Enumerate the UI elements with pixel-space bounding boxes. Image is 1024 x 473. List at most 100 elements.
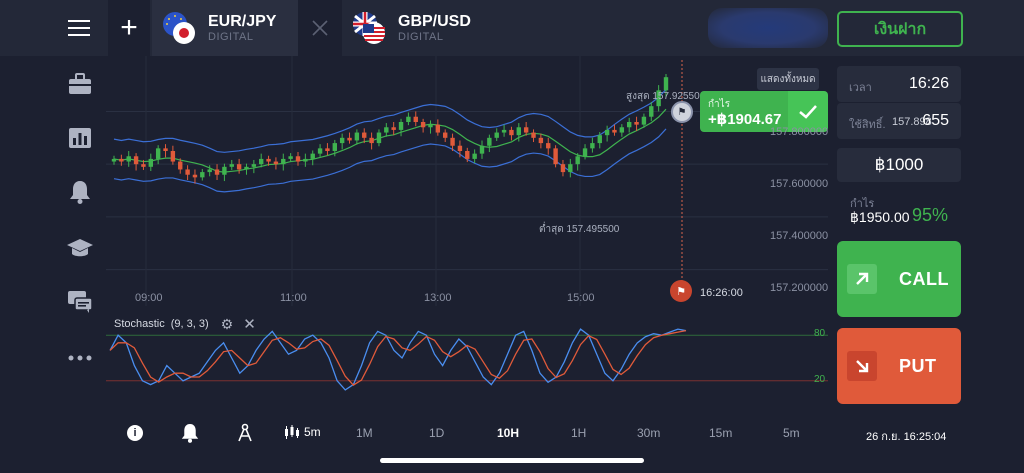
strike-label: ใช้สิทธิ์. [849,119,886,131]
put-button[interactable]: PUT [837,328,961,404]
candle-body [612,129,617,133]
plus-icon[interactable]: + [108,0,150,56]
expiry-time-card[interactable]: เวลา 16:26 [837,66,961,102]
arrow-up-right-icon [847,264,877,294]
candle-body [627,122,632,128]
put-label: PUT [899,355,937,376]
profit-value: ฿1950.00 [850,209,910,225]
datetime-label: 26 ก.ย. 16:25:04 [866,431,947,443]
candle-body [273,161,279,165]
candle-body [428,124,433,128]
gear-icon[interactable]: ⚙ [220,315,234,332]
candle-body [185,169,190,175]
candle-body [207,169,212,173]
tab-gbp-usd[interactable]: GBP/USD DIGITAL [342,0,490,56]
candle-body [163,148,168,151]
briefcase-icon[interactable] [66,70,94,98]
show-all-button[interactable]: แสดงทั้งหมด [757,68,819,90]
candle-body [303,158,308,162]
candle-body [479,145,485,154]
candle-body [516,127,521,136]
candle-body [362,132,367,138]
chat-icon[interactable] [66,288,94,316]
price-tick-label: 157.200000 [770,282,829,294]
candle-body [200,172,205,178]
profit-label: กำไร [850,198,875,210]
candle-body [509,129,514,136]
profit-tooltip[interactable]: กำไร +฿1904.67 [700,91,788,132]
time-tick-label: 15:00 [567,292,595,304]
band-lower [113,128,667,193]
tab-type-label: DIGITAL [398,31,444,43]
candle-body [317,148,323,154]
info-icon[interactable]: i [127,425,143,441]
period-10H[interactable]: 10H [497,426,520,440]
candle-type-selector[interactable]: 5m [284,424,321,440]
candle-body [266,158,271,162]
amount-input[interactable]: ฿1000 [837,148,961,182]
expiry-time-label: 16:26:00 [700,287,743,299]
drawing-tools-icon[interactable] [236,423,254,448]
candle-body [391,127,396,130]
period-30m[interactable]: 30m [637,426,661,440]
candle-body [457,145,463,151]
indicator-params: (9, 3, 3) [170,318,209,330]
alert-bell-icon[interactable] [181,423,199,448]
period-15m[interactable]: 15m [709,426,733,440]
candle-body [656,90,661,107]
period-1H[interactable]: 1H [571,426,587,440]
candle-body [376,132,382,144]
candle-body [251,164,257,167]
candle-body [332,143,337,151]
period-1D[interactable]: 1D [429,426,445,440]
tab-pair-label: EUR/JPY [208,13,277,30]
candle-body [560,164,566,173]
strike-suffix: 655 [922,112,949,129]
graduation-cap-icon[interactable] [66,234,94,262]
candle-body [597,135,602,144]
hamburger-menu-icon[interactable] [62,14,96,42]
profit-tooltip-label: กำไร [708,99,731,110]
candle-body [501,129,507,133]
price-tick-label: 157.400000 [770,230,829,242]
time-value: 16:26 [908,75,949,92]
more-dots-icon[interactable] [66,344,94,372]
amount-value: ฿1000 [874,155,924,174]
time-tick-label: 11:00 [280,292,307,304]
tab-type-label: DIGITAL [208,31,254,43]
chart-bars-icon[interactable] [66,124,94,152]
close-tab-icon[interactable] [298,0,342,56]
tab-eur-jpy[interactable]: EUR/JPY DIGITAL [152,0,298,56]
bell-icon[interactable] [66,178,94,206]
time-tick-label: 09:00 [135,292,163,304]
stochastic-d-line [109,330,687,386]
candle-body [634,122,639,125]
candle-body [487,137,492,146]
period-1M[interactable]: 1M [356,426,373,440]
call-button[interactable]: CALL [837,241,961,317]
candle-body [450,137,455,146]
gb-us-flag-icon [352,11,386,45]
candle-body [406,116,411,122]
candle-body [295,156,301,162]
deposit-button[interactable]: เงินฝาก [837,11,963,47]
candle-body [523,127,529,133]
candle-body [398,122,404,130]
candles-icon [285,425,299,439]
candle-body [494,132,499,138]
strike-card[interactable]: ใช้สิทธิ์. 157.898 655 [837,103,961,139]
candle-body [288,156,293,159]
candle-body [435,124,441,133]
candle-body [413,116,418,122]
profit-percent: 95% [912,205,949,225]
confirm-check-icon[interactable] [788,91,828,132]
candle-body [546,143,551,149]
candle-body [214,169,220,175]
close-indicator-icon[interactable]: ✕ [243,316,256,333]
candle-body [465,151,470,159]
eu-jp-flag-icon [162,11,196,45]
account-balance-redacted[interactable] [708,8,828,48]
candle-body [641,116,647,125]
band-middle [113,108,667,173]
period-5m[interactable]: 5m [783,426,800,440]
